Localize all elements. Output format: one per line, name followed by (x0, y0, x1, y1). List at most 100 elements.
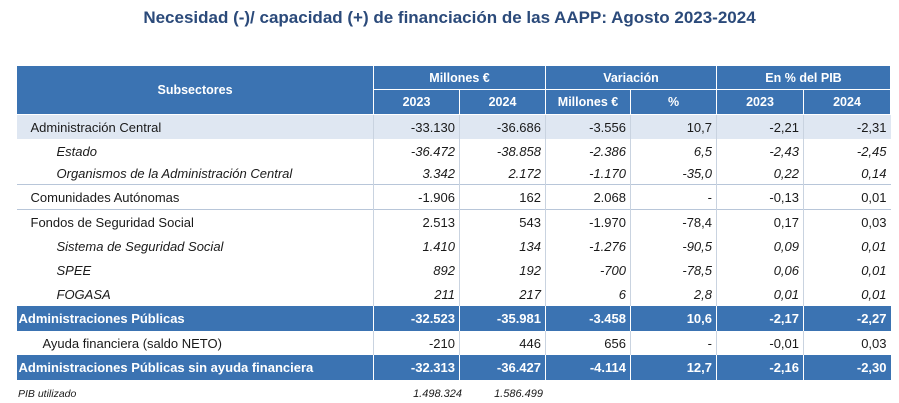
cell-2024: 2.172 (459, 163, 546, 185)
cell-2023: -33.130 (373, 114, 460, 139)
cell-var: -4.114 (545, 355, 631, 380)
cell-pct: - (630, 331, 717, 355)
financing-table: Subsectores Millones € Variación En % de… (16, 65, 891, 380)
cell-2023: 892 (373, 258, 460, 282)
row-label: Administración Central (16, 114, 374, 139)
pib-2023: 1.498.324 (413, 388, 462, 400)
cell-pib-2023: 0,01 (716, 282, 804, 306)
header-2023: 2023 (373, 89, 460, 115)
cell-2023: -32.523 (373, 306, 460, 331)
table-title: Necesidad (-)/ capacidad (+) de financia… (143, 8, 756, 27)
row-label: Estado (56, 143, 97, 159)
row-label: FOGASA (56, 286, 111, 302)
pib-2024: 1.586.499 (494, 388, 543, 400)
cell-2024: -35.981 (459, 306, 546, 331)
cell-pib-2023: -2,16 (716, 355, 804, 380)
row-label: Organismos de la Administración Central (56, 166, 293, 181)
cell-pct: -78,4 (630, 209, 717, 234)
row-label: Sistema de Seguridad Social (56, 238, 224, 254)
cell-pib-2023: 0,17 (716, 209, 804, 234)
cell-var: -700 (545, 258, 631, 282)
table-row: SPEE 892 192 -700 -78,5 0,06 0,01 (17, 258, 891, 282)
cell-pib-2023: 0,22 (716, 163, 804, 185)
cell-2023: -32.313 (373, 355, 460, 380)
table-row: Ayuda financiera (saldo NETO) -210 446 6… (17, 331, 891, 355)
row-label: SPEE (56, 262, 92, 278)
cell-pct: -90,5 (630, 234, 717, 258)
cell-pib-2024: 0,01 (803, 184, 891, 210)
cell-pib-2024: 0,01 (803, 258, 891, 282)
cell-var: -1.970 (545, 209, 631, 234)
cell-pct: 12,7 (630, 355, 717, 380)
header-pib-2023: 2023 (716, 89, 804, 115)
cell-var: -3.556 (545, 114, 631, 139)
table-row: Administración Central -33.130 -36.686 -… (16, 114, 891, 139)
cell-pib-2023: -2,43 (716, 139, 804, 163)
cell-pct: 2,8 (630, 282, 717, 306)
cell-pib-2024: -2,31 (803, 114, 891, 139)
cell-pib-2024: 0,01 (803, 234, 891, 258)
cell-2024: 134 (459, 234, 546, 258)
table-row: Comunidades Autónomas -1.906 162 2.068 -… (16, 184, 891, 210)
row-label: Fondos de Seguridad Social (16, 209, 374, 234)
cell-pib-2023: -2,17 (716, 306, 804, 331)
cell-pct: 6,5 (630, 139, 717, 163)
cell-var: 656 (545, 331, 631, 355)
table-row-total: Administraciones Públicas sin ayuda fina… (16, 355, 891, 380)
header-subsectores: Subsectores (16, 65, 374, 115)
cell-pib-2024: 0,03 (803, 331, 891, 355)
cell-pib-2023: 0,06 (716, 258, 804, 282)
cell-pib-2023: -0,13 (716, 184, 804, 210)
cell-pib-2024: -2,45 (803, 139, 891, 163)
cell-2023: 211 (373, 282, 460, 306)
cell-pib-2023: -2,21 (716, 114, 804, 139)
header-2024: 2024 (459, 89, 546, 115)
cell-pct: -78,5 (630, 258, 717, 282)
table-row: Organismos de la Administración Central … (17, 163, 891, 185)
cell-2024: 192 (459, 258, 546, 282)
cell-pib-2024: 0,01 (803, 282, 891, 306)
table-row: Fondos de Seguridad Social 2.513 543 -1.… (16, 209, 891, 234)
cell-2024: -38.858 (459, 139, 546, 163)
cell-var: 6 (545, 282, 631, 306)
cell-pib-2024: 0,03 (803, 209, 891, 234)
cell-pib-2024: 0,14 (803, 163, 891, 185)
cell-2024: 162 (459, 184, 546, 210)
cell-pct: - (630, 184, 717, 210)
cell-pct: 10,7 (630, 114, 717, 139)
row-label: Administraciones Públicas (16, 306, 374, 331)
cell-var: -3.458 (545, 306, 631, 331)
header-pct-pib: En % del PIB (716, 65, 891, 90)
cell-var: -1.276 (545, 234, 631, 258)
header-millones: Millones € (373, 65, 546, 90)
row-label: Administraciones Públicas sin ayuda fina… (16, 355, 374, 380)
cell-var: 2.068 (545, 184, 631, 210)
cell-var: -1.170 (545, 163, 631, 185)
cell-2023: -1.906 (373, 184, 460, 210)
table-row: FOGASA 211 217 6 2,8 0,01 0,01 (17, 282, 891, 306)
header-var-millones: Millones € (545, 89, 631, 115)
table-row: Sistema de Seguridad Social 1.410 134 -1… (17, 234, 891, 258)
row-label: Ayuda financiera (saldo NETO) (42, 335, 222, 351)
cell-2023: 2.513 (373, 209, 460, 234)
header-variacion: Variación (545, 65, 717, 90)
header-var-pct: % (630, 89, 717, 115)
cell-2023: 1.410 (373, 234, 460, 258)
cell-2024: -36.427 (459, 355, 546, 380)
cell-pib-2023: 0,09 (716, 234, 804, 258)
row-label: Comunidades Autónomas (16, 184, 374, 210)
cell-pib-2024: -2,27 (803, 306, 891, 331)
table-row-total: Administraciones Públicas -32.523 -35.98… (16, 306, 891, 331)
cell-var: -2.386 (545, 139, 631, 163)
cell-pct: 10,6 (630, 306, 717, 331)
cell-pib-2024: -2,30 (803, 355, 891, 380)
cell-2023: -36.472 (373, 139, 460, 163)
pib-label: PIB utilizado (18, 388, 77, 400)
cell-pib-2023: -0,01 (716, 331, 804, 355)
cell-pct: -35,0 (630, 163, 717, 185)
cell-2024: -36.686 (459, 114, 546, 139)
cell-2023: -210 (373, 331, 460, 355)
header-pib-2024: 2024 (803, 89, 891, 115)
cell-2024: 446 (459, 331, 546, 355)
cell-2024: 217 (459, 282, 546, 306)
